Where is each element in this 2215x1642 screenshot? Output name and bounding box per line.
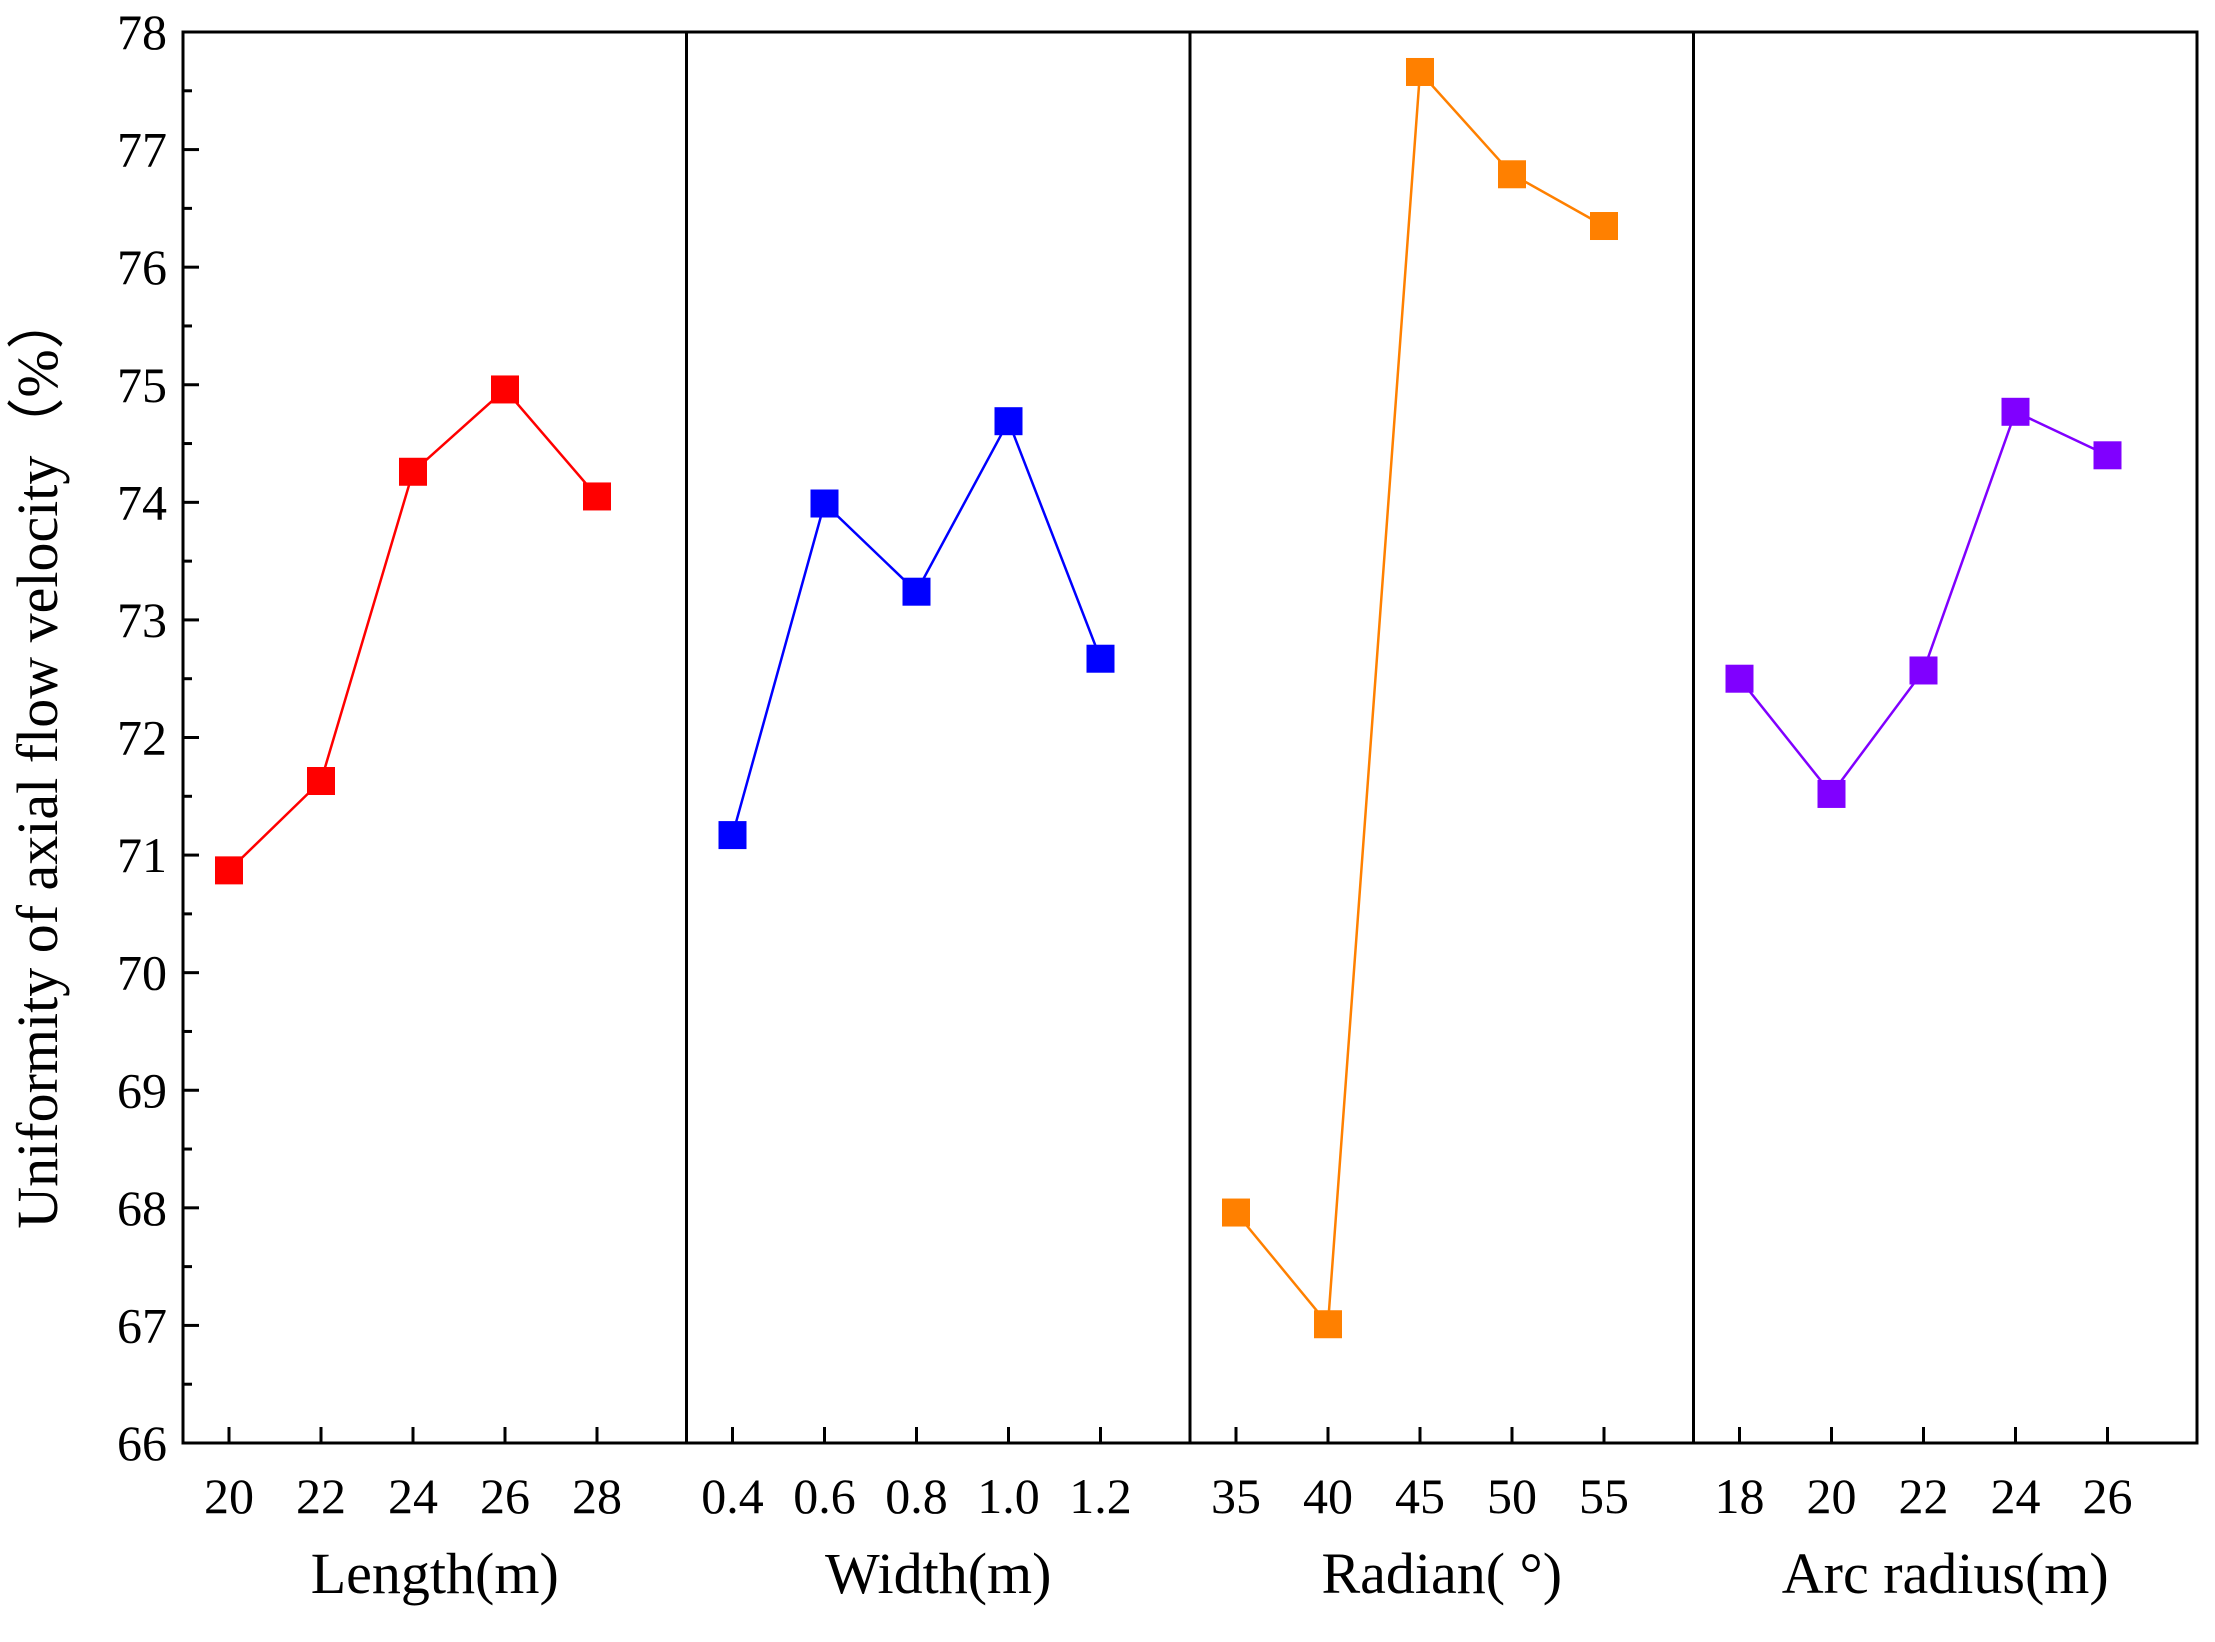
panel-4: 18 20 22 24 26 Arc radius(m) — [1715, 397, 2133, 1606]
y-tick-label: 78 — [117, 4, 167, 60]
x-tick-label: 26 — [2083, 1468, 2133, 1524]
series-line — [1235, 68, 1605, 1328]
x-tick-label: 20 — [204, 1468, 254, 1524]
x-tick-label: 28 — [572, 1468, 622, 1524]
y-tick-label: 77 — [117, 122, 167, 178]
x-axis-title: Width(m) — [825, 1541, 1051, 1606]
data-point — [1725, 664, 1754, 693]
x-tick-label: 0.6 — [793, 1468, 856, 1524]
x-axis-title: Arc radius(m) — [1782, 1541, 2109, 1606]
data-point — [994, 407, 1023, 436]
data-point — [902, 577, 931, 606]
data-point — [1222, 1198, 1250, 1227]
data-point — [1314, 1310, 1342, 1339]
x-tick-label: 1.2 — [1069, 1468, 1132, 1524]
y-tick-label: 68 — [117, 1180, 167, 1236]
x-tick-label: 26 — [480, 1468, 530, 1524]
x-tick-label: 18 — [1715, 1468, 1765, 1524]
data-point — [718, 821, 747, 850]
x-tick-label: 24 — [1991, 1468, 2041, 1524]
y-tick-label: 73 — [117, 592, 167, 648]
data-point — [583, 482, 611, 511]
x-tick-label: 22 — [1899, 1468, 1949, 1524]
panel-2: 0.4 0.6 0.8 1.0 1.2 Width(m) — [701, 407, 1132, 1606]
y-tick-label: 67 — [117, 1297, 167, 1353]
x-tick-label: 0.8 — [885, 1468, 948, 1524]
x-tick-label: 50 — [1487, 1468, 1537, 1524]
data-point — [2001, 397, 2030, 426]
data-point — [2093, 441, 2122, 470]
y-axis: 66 67 68 69 70 71 72 73 74 75 76 77 78 — [117, 4, 199, 1471]
x-tick-label: 20 — [1807, 1468, 1857, 1524]
data-point — [1909, 656, 1938, 685]
data-point — [1498, 160, 1526, 189]
x-tick-label: 55 — [1579, 1468, 1629, 1524]
y-tick-label: 70 — [117, 945, 167, 1001]
x-tick-label: 35 — [1211, 1468, 1261, 1524]
x-tick-label: 24 — [388, 1468, 438, 1524]
data-point — [1086, 644, 1115, 673]
y-tick-label: 75 — [117, 357, 167, 413]
x-tick-label: 1.0 — [977, 1468, 1040, 1524]
data-point — [1590, 212, 1618, 241]
data-point — [307, 767, 335, 796]
y-tick-label: 66 — [117, 1415, 167, 1471]
data-point — [810, 489, 839, 518]
y-tick-label: 71 — [117, 827, 167, 883]
y-tick-label: 69 — [117, 1062, 167, 1118]
y-axis-title: Uniformity of axial flow velocity（%） — [5, 291, 70, 1228]
y-tick-label: 72 — [117, 710, 167, 766]
data-point — [1406, 57, 1434, 86]
x-tick-label: 40 — [1303, 1468, 1353, 1524]
x-axis-title: Length(m) — [311, 1541, 559, 1606]
data-point — [399, 457, 427, 486]
data-point — [1817, 779, 1846, 808]
x-axis-title: Radian( °) — [1321, 1541, 1562, 1606]
plot-frame — [181, 30, 2199, 1445]
data-point — [491, 375, 519, 404]
x-tick-label: 0.4 — [701, 1468, 764, 1524]
panel-3: 35 40 45 50 55 Radian( °) — [1211, 57, 1629, 1606]
x-tick-label: 45 — [1395, 1468, 1445, 1524]
y-tick-label: 74 — [117, 474, 167, 530]
series-line — [731, 418, 1102, 836]
series-line — [1738, 410, 2109, 796]
y-tick-label: 76 — [117, 239, 167, 295]
x-tick-label: 22 — [296, 1468, 346, 1524]
data-point — [215, 856, 243, 885]
